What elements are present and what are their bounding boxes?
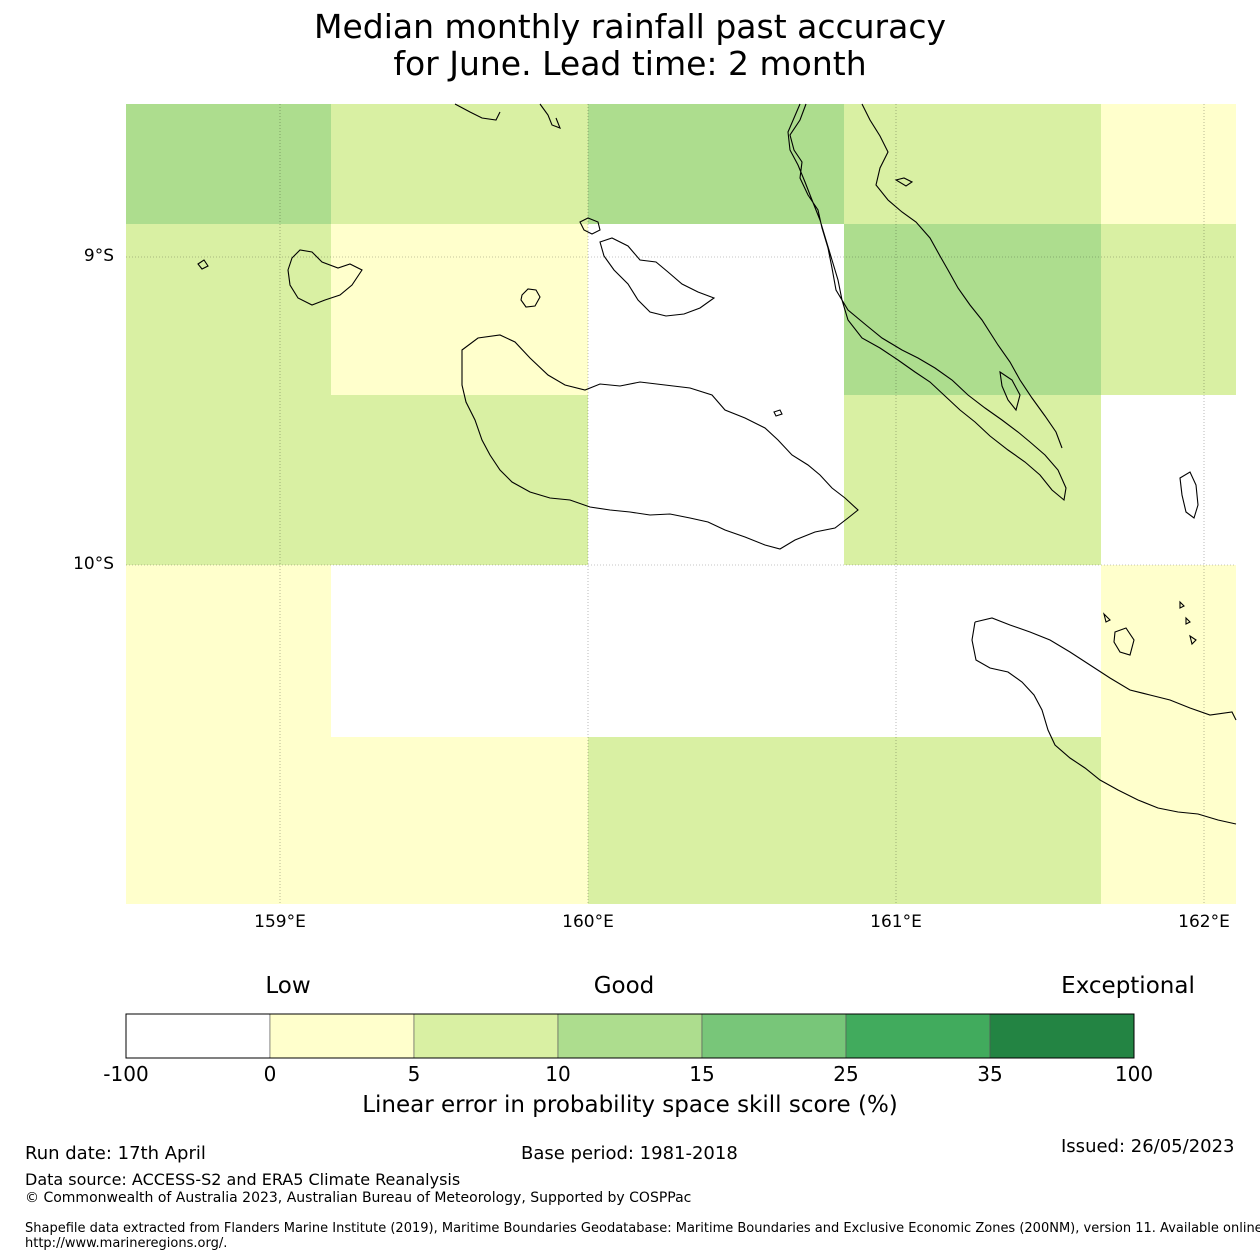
map-title-line2: for June. Lead time: 2 month [393,44,867,83]
colorbar-tick: 25 [833,1062,859,1086]
coastline-three-sisters [1113,627,1135,656]
lon-label-159e: 159°E [254,912,306,932]
shapefile-credit-line2: http://www.marineregions.org/. [25,1236,228,1251]
issued-date: Issued: 26/05/2023 [1061,1136,1235,1157]
colorbar-frame [125,1013,1135,1059]
skill-cell [588,395,844,565]
coastline-santa-isabel [454,103,561,129]
colorbar-word-good: Good [593,973,655,999]
colorbar-word-low: Low [265,973,311,999]
skill-cell [844,104,1101,224]
colorbar-tick: 10 [545,1062,571,1086]
lat-label-9s: 9°S [83,246,114,266]
lon-label-162e: 162°E [1178,912,1230,932]
skill-cell [1101,104,1236,224]
skill-cell [1101,224,1236,395]
skill-cell [844,737,1101,904]
skill-grid-cells [126,104,1236,904]
lon-label-160e: 160°E [562,912,614,932]
coastline-russell-islands [287,249,363,306]
colorbar-tick: 15 [689,1062,715,1086]
run-date: Run date: 17th April [25,1143,206,1164]
coastline-florida-islands [599,237,716,317]
skill-cell [126,565,331,737]
colorbar-tick: 0 [263,1062,277,1086]
skill-cell [588,565,844,737]
colorbar-segment [413,1013,559,1059]
colorbar-tick: 5 [407,1062,421,1086]
colorbar-segment [989,1013,1135,1059]
coastlines [197,103,1237,825]
coastline-ulawa [1179,471,1199,519]
lon-label-161e: 161°E [870,912,922,932]
coastline-small-islet-a [1102,612,1111,623]
colorbar [125,1013,1135,1059]
coastline-makira-west [971,621,1237,825]
skill-cell [126,737,331,904]
skill-cell [331,737,588,904]
coastline-malaita [787,103,1067,502]
colorbar-tick: -100 [103,1062,149,1086]
skill-cell [1101,395,1236,565]
map-title-line1: Median monthly rainfall past accuracy [313,7,947,46]
colorbar-tick: 100 [1114,1062,1154,1086]
coastline-west-islet [197,259,209,270]
skill-cell [588,737,844,904]
skill-cell [1101,737,1236,904]
skill-cell [126,395,331,565]
colorbar-title: Linear error in probability space skill … [362,1092,898,1118]
colorbar-segment [701,1013,847,1059]
gridlines [126,104,1236,904]
skill-cell [331,104,588,224]
coastline-tiny-islet-1 [894,177,914,187]
coastline-guadalcanal [461,334,859,550]
colorbar-word-exceptional: Exceptional [1061,973,1195,999]
skill-cell [331,224,588,395]
coastline-makira-north [974,617,1237,721]
colorbar-segment [845,1013,991,1059]
coastline-small-north [579,217,601,235]
lat-label-10s: 10°S [73,554,114,574]
skill-cell [588,104,844,224]
colorbar-segment [557,1013,703,1059]
colorbar-segment [125,1013,271,1059]
skill-cell [844,565,1101,737]
coastline-tiny-islet-2 [773,409,783,417]
skill-cell [331,395,588,565]
coastline-savo [520,288,541,308]
colorbar-tick: 35 [977,1062,1003,1086]
skill-cell [1101,565,1236,737]
base-period: Base period: 1981-2018 [521,1143,738,1164]
coastline-small-islet-c [1185,616,1191,625]
colorbar-segment [269,1013,415,1059]
copyright: © Commonwealth of Australia 2023, Austra… [25,1190,692,1206]
coastline-maramasike [999,370,1021,412]
coastline-small-islet-d [1189,634,1197,646]
coastline-malaita-east [861,103,1063,449]
shapefile-credit-line1: Shapefile data extracted from Flanders M… [25,1221,1260,1236]
skill-cell [588,224,844,395]
data-source: Data source: ACCESS-S2 and ERA5 Climate … [25,1170,461,1189]
coastline-small-islet-b [1179,600,1185,609]
skill-cell [844,224,1101,395]
skill-cell [331,565,588,737]
skill-cell [844,395,1101,565]
skill-cell [126,104,331,224]
